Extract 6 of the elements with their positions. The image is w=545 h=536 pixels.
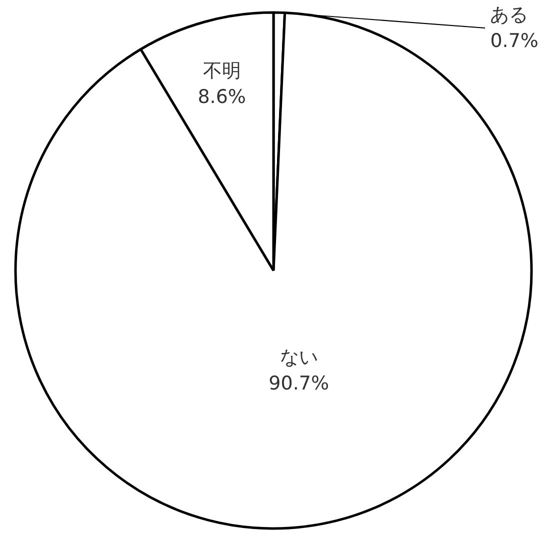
slice-label: ある: [490, 4, 528, 26]
data-label: 0.7%: [490, 30, 538, 52]
data-label: 90.7%: [268, 372, 330, 395]
slice-label: 不明: [202, 60, 241, 82]
data-label: 8.6%: [198, 86, 246, 108]
slice-label: ない: [280, 346, 318, 368]
